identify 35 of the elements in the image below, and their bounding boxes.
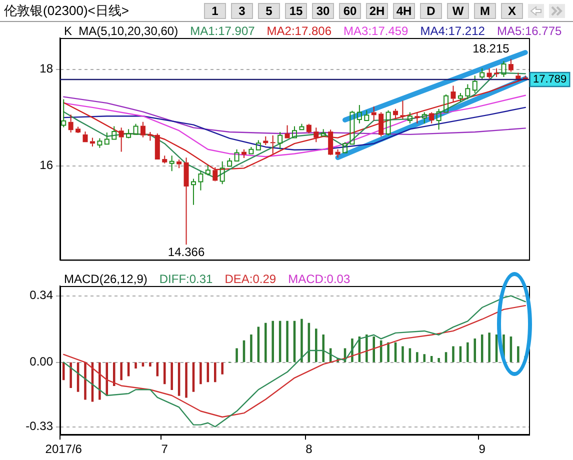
text: 1 — [204, 2, 226, 18]
y-tick-label: 18 — [40, 62, 54, 76]
text: X — [501, 2, 523, 18]
chart-subtitle: K MA(5,10,20,30,60) — [64, 24, 178, 38]
text: 30 — [312, 2, 334, 18]
text: MA2:17.806 — [266, 24, 332, 38]
chart-title: 伦敦银(02300)<日线> — [4, 2, 130, 20]
text: MA4:17.212 — [420, 24, 485, 38]
y-tick-label: 16 — [40, 158, 54, 172]
text: M — [474, 2, 496, 18]
y-tick-label: 0.00 — [30, 354, 54, 369]
y-tick-label: 0.34 — [30, 288, 54, 302]
x-tick-label: 7 — [161, 442, 168, 456]
text: MA3:17.459 — [344, 24, 408, 38]
text: 3 — [231, 2, 253, 18]
text: 15 — [285, 2, 307, 18]
annotation: 18.215 — [472, 41, 510, 56]
text: 5 — [258, 2, 280, 18]
annotation: 14.366 — [168, 244, 205, 259]
text: W — [447, 2, 469, 18]
text: MA5:16.775 — [496, 24, 562, 38]
text: DIFF:0.31 — [159, 272, 213, 286]
text: MACD:0.03 — [288, 272, 350, 286]
text: 2H — [366, 2, 388, 18]
x-tick-label: 9 — [478, 442, 486, 456]
ref-line-label: 17.789 — [533, 74, 567, 86]
x-tick-label: 2017/6 — [45, 442, 82, 456]
chart-title: MACD(26,12,9) — [64, 272, 148, 286]
text: D — [420, 2, 442, 18]
text: MA1:17.907 — [190, 24, 255, 38]
text: 60 — [339, 2, 361, 18]
x-tick-label: 8 — [306, 442, 313, 456]
text: 4H — [393, 2, 415, 18]
text: DEA:0.29 — [224, 272, 276, 286]
y-tick-label: -0.33 — [26, 419, 54, 434]
